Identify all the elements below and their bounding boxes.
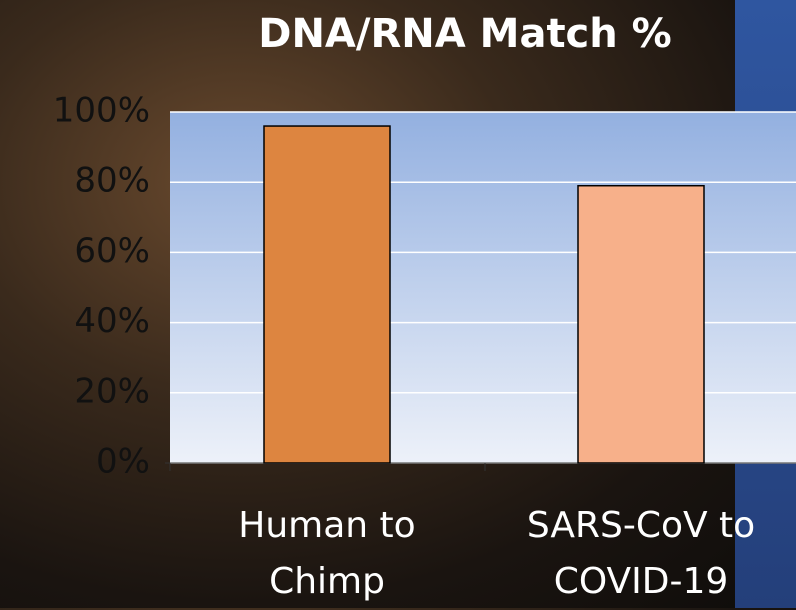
bar [578,186,704,463]
bar [264,126,390,463]
page: DNA/RNA Match % 0%20%40%60%80%100% (() =… [0,0,796,608]
y-tick-label: 80% [74,161,150,201]
x-tick-label: SARS-CoV to COVID-19 [511,498,771,610]
y-tick-label: 60% [74,231,150,271]
y-tick-label: 100% [53,91,150,131]
chart-title: DNA/RNA Match % [258,11,672,57]
x-tick-label: Human to Chimp [197,498,457,610]
y-tick-label: 0% [96,442,150,482]
y-tick-label: 40% [74,301,150,341]
y-tick-label: 20% [74,371,150,411]
